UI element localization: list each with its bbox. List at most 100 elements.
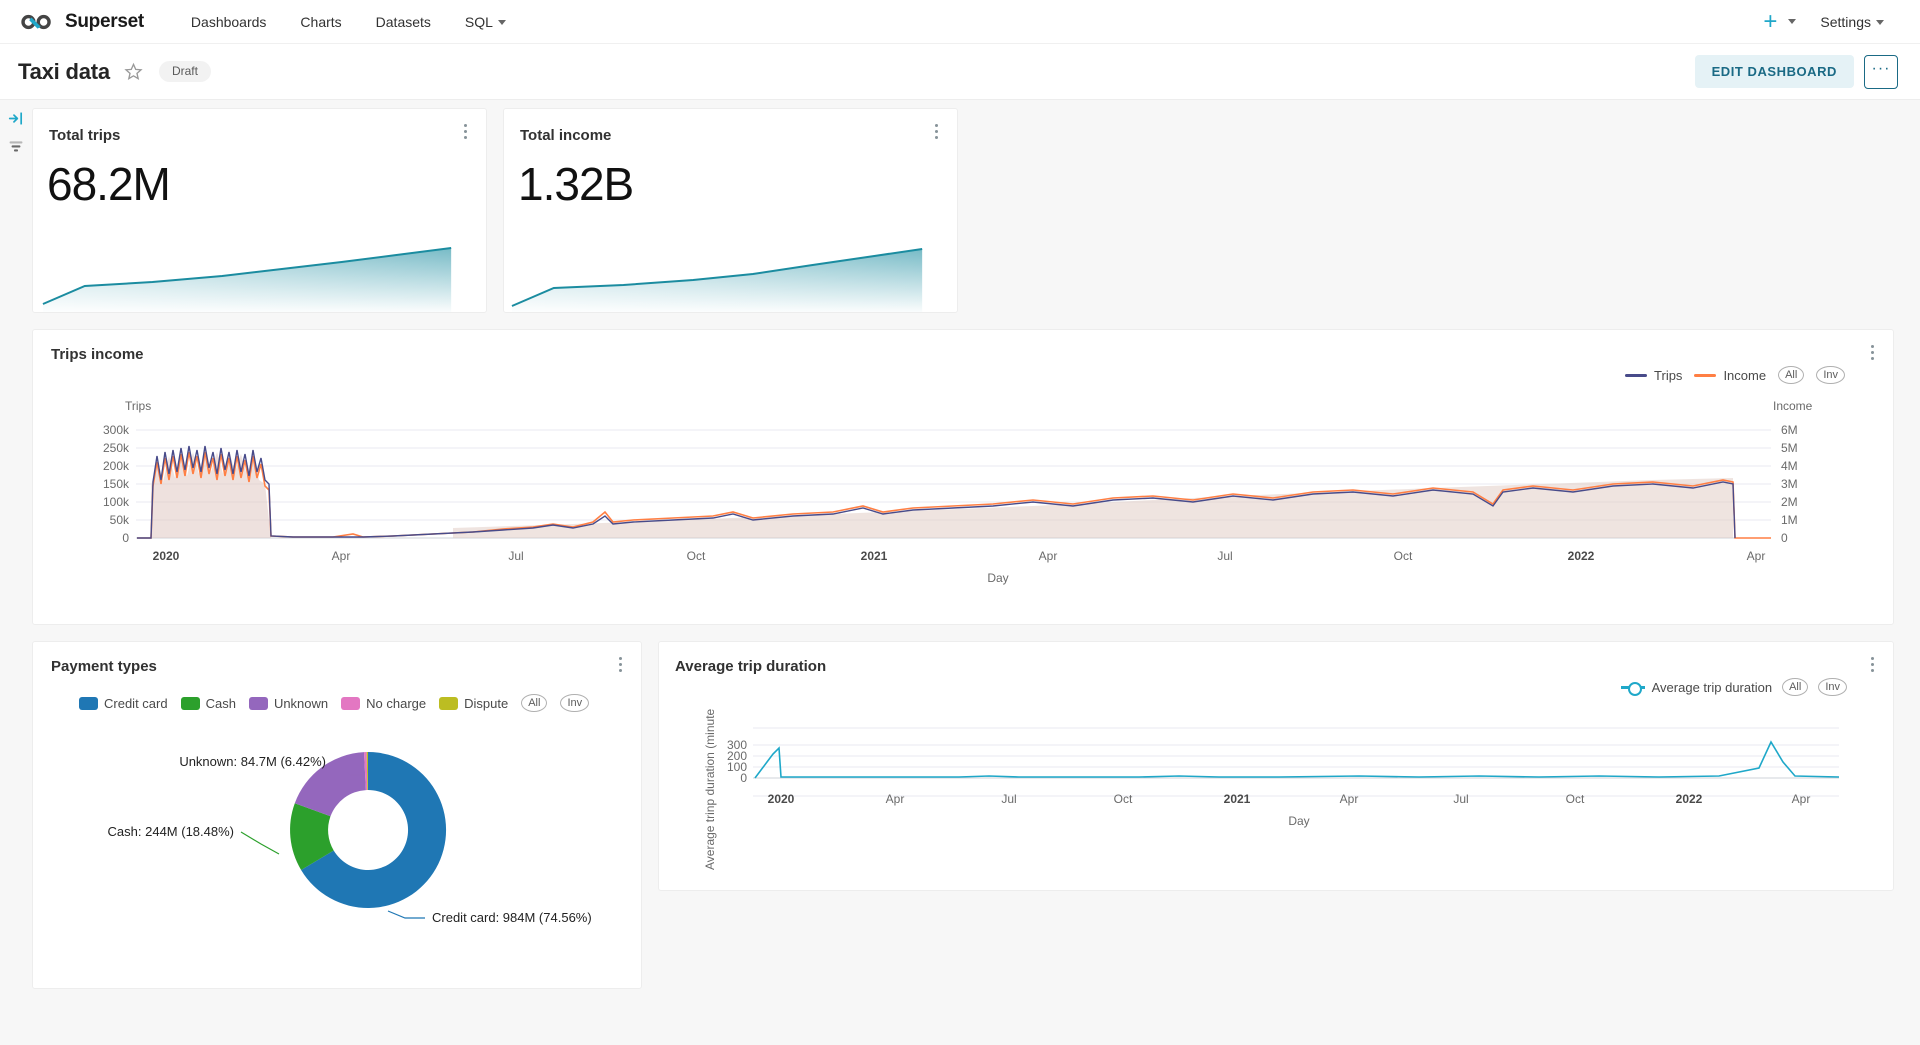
status-badge: Draft — [158, 61, 211, 82]
pie-slice-unknown — [294, 752, 366, 817]
legend-item-unknown[interactable]: Unknown — [248, 696, 328, 711]
svg-text:100k: 100k — [103, 495, 130, 509]
svg-text:0: 0 — [1781, 531, 1788, 545]
dashboard-header: Taxi data Draft EDIT DASHBOARD ··· — [0, 44, 1920, 100]
settings-menu[interactable]: Settings — [1812, 14, 1898, 30]
pie-slice-credit-card — [301, 752, 447, 908]
nav-link-sql[interactable]: SQL — [448, 0, 523, 44]
legend-item-income[interactable]: Income — [1694, 368, 1766, 383]
nav-links: Dashboards Charts Datasets SQL — [174, 0, 523, 44]
legend-item-dispute[interactable]: Dispute — [439, 696, 508, 711]
card-title: Average trip duration — [675, 658, 827, 675]
legend-swatch-unknown — [248, 696, 268, 710]
dashboard-body: Total trips 68.2M — [0, 100, 1920, 1045]
chart-legend-average-trip-duration: Average trip duration All Inv — [1620, 678, 1847, 697]
legend-item-no-charge[interactable]: No charge — [341, 696, 426, 711]
more-options-icon[interactable] — [1863, 342, 1881, 362]
filter-icon[interactable] — [8, 139, 24, 155]
legend-label-dispute: Dispute — [464, 695, 509, 711]
nav-link-dashboards[interactable]: Dashboards — [190, 13, 267, 30]
svg-text:Jul: Jul — [508, 549, 523, 563]
more-options-icon[interactable] — [1863, 654, 1881, 674]
svg-text:3M: 3M — [1781, 477, 1798, 491]
svg-text:50k: 50k — [110, 513, 130, 527]
svg-text:Oct: Oct — [1114, 792, 1133, 806]
svg-text:Apr: Apr — [1747, 549, 1766, 563]
chart-plot-average-trip-duration: Average trinp duration (minute 300 200 1… — [703, 708, 1840, 870]
nav-link-datasets[interactable]: Datasets — [375, 13, 431, 30]
dashboard-actions: EDIT DASHBOARD ··· — [1694, 54, 1898, 89]
legend-item-credit-card[interactable]: Credit card — [79, 696, 168, 711]
pie-label-cash: Cash: 244M (18.48%) — [108, 824, 234, 839]
chart-card-payment-types[interactable]: Payment types Credit card Cash Unknown — [32, 641, 642, 989]
legend-swatch-trips — [1625, 373, 1648, 377]
edit-dashboard-button[interactable]: EDIT DASHBOARD — [1694, 55, 1854, 88]
sparkline-total-trips — [33, 236, 486, 312]
chart-plot-trips-income: Trips Income 300k 250k — [103, 399, 1813, 585]
star-outline-icon[interactable] — [124, 62, 143, 81]
legend-label-income: Income — [1723, 367, 1767, 383]
chart-card-average-trip-duration[interactable]: Average trip duration Average trip durat… — [658, 641, 1894, 891]
more-options-icon[interactable] — [611, 654, 629, 674]
chevron-down-icon — [1876, 19, 1884, 25]
legend-invert-button[interactable]: Inv — [1818, 678, 1847, 697]
pie-slice-cash — [290, 803, 334, 870]
expand-panel-icon[interactable] — [8, 110, 25, 127]
legend-select-all-button[interactable]: All — [521, 694, 548, 713]
legend-swatch-cash — [180, 696, 200, 710]
big-number-value: 1.32B — [518, 158, 634, 210]
svg-text:0: 0 — [740, 771, 747, 785]
legend-select-all-button[interactable]: All — [1778, 366, 1805, 385]
svg-text:2022: 2022 — [1676, 792, 1703, 806]
legend-label-average-trip-duration: Average trip duration — [1651, 679, 1773, 695]
svg-text:2021: 2021 — [861, 549, 888, 563]
superset-logo-icon — [21, 14, 51, 29]
legend-label-no-charge: No charge — [366, 695, 427, 711]
chevron-down-icon — [497, 19, 506, 25]
legend-item-average-trip-duration[interactable]: Average trip duration — [1620, 679, 1773, 697]
x-axis-label: Day — [1288, 814, 1309, 828]
svg-text:4M: 4M — [1781, 459, 1798, 473]
svg-text:Apr: Apr — [1340, 792, 1359, 806]
svg-text:2020: 2020 — [768, 792, 795, 806]
chart-card-trips-income[interactable]: Trips income Trips Income All Inv — [32, 329, 1894, 625]
svg-text:200: 200 — [727, 749, 747, 763]
legend-item-trips[interactable]: Trips — [1625, 368, 1682, 383]
svg-text:300k: 300k — [103, 423, 130, 437]
chart-plot-payment-types: Unknown: 84.7M (6.42%) Cash: 244M (18.48… — [108, 751, 592, 925]
brand-home-link[interactable]: Superset — [18, 10, 144, 34]
legend-select-all-button[interactable]: All — [1782, 678, 1809, 697]
row-big-numbers: Total trips 68.2M — [32, 108, 1894, 313]
svg-text:250k: 250k — [103, 441, 130, 455]
y-axis-right-label: Income — [1773, 399, 1813, 413]
new-item-button[interactable]: + — [1753, 9, 1806, 34]
svg-text:300: 300 — [727, 738, 747, 752]
row-trips-income: Trips income Trips Income All Inv — [32, 329, 1894, 625]
svg-text:0: 0 — [122, 531, 129, 545]
more-options-icon[interactable] — [456, 121, 474, 141]
card-title: Total trips — [49, 127, 121, 144]
legend-swatch-average-trip-duration — [1620, 682, 1645, 697]
dashboard-more-button[interactable]: ··· — [1864, 54, 1898, 89]
y-axis-left-label: Trips — [125, 399, 151, 413]
chart-card-total-trips[interactable]: Total trips 68.2M — [32, 108, 487, 313]
svg-text:2020: 2020 — [153, 549, 180, 563]
chart-card-total-income[interactable]: Total income 1.32B — [503, 108, 958, 313]
legend-invert-button[interactable]: Inv — [560, 694, 590, 713]
legend-swatch-dispute — [439, 696, 459, 710]
svg-text:2021: 2021 — [1224, 792, 1251, 806]
legend-item-cash[interactable]: Cash — [180, 696, 236, 711]
chevron-down-icon — [1788, 19, 1797, 24]
svg-text:5M: 5M — [1781, 441, 1798, 455]
svg-text:6M: 6M — [1781, 423, 1798, 437]
chart-legend-trips-income: Trips Income All Inv — [1625, 366, 1845, 385]
legend-swatch-credit-card — [79, 696, 98, 710]
svg-text:Apr: Apr — [332, 549, 351, 563]
more-options-icon[interactable] — [927, 121, 945, 141]
svg-text:Jul: Jul — [1453, 792, 1468, 806]
svg-text:Apr: Apr — [886, 792, 905, 806]
legend-invert-button[interactable]: Inv — [1816, 366, 1845, 385]
nav-link-charts[interactable]: Charts — [300, 13, 342, 30]
svg-text:2M: 2M — [1781, 495, 1798, 509]
card-title: Total income — [520, 127, 612, 144]
